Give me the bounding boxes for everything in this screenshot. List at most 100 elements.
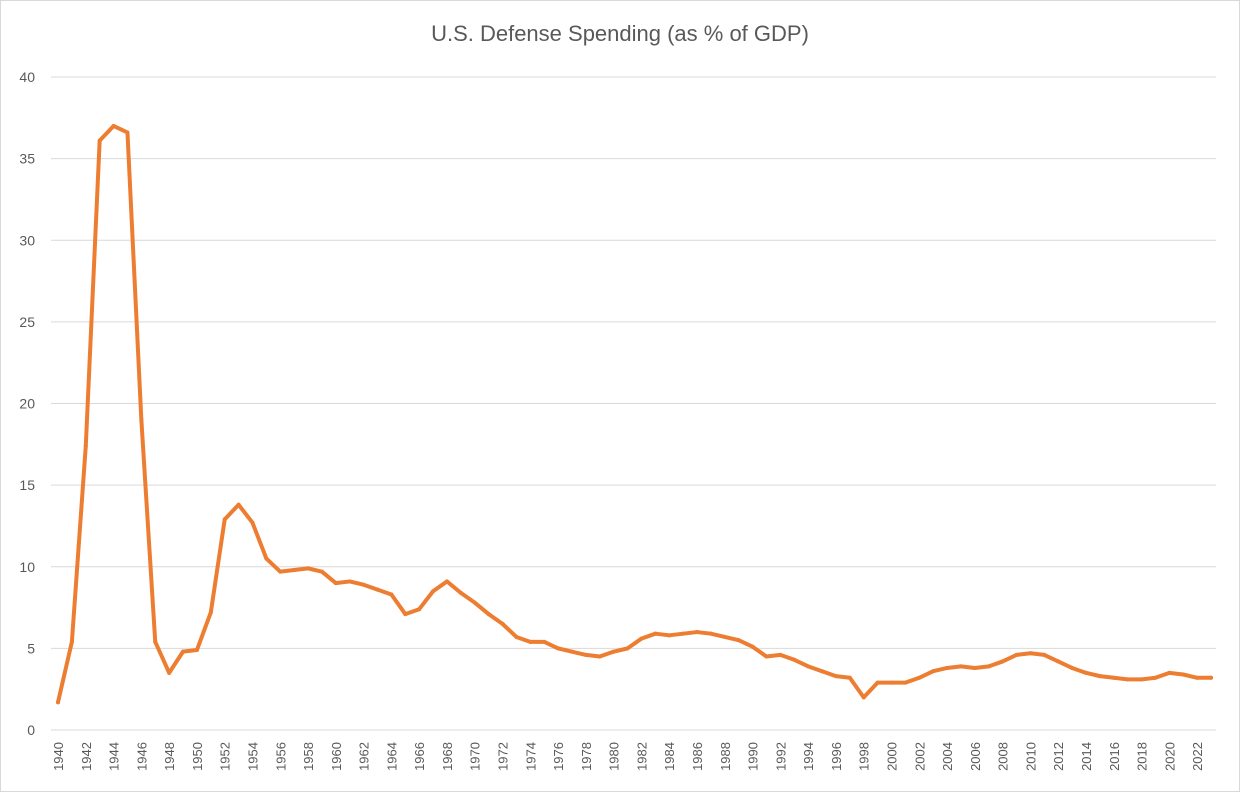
data-point <box>306 566 311 571</box>
data-point <box>222 517 227 522</box>
data-point <box>1111 675 1116 680</box>
x-tick-label: 1956 <box>273 742 288 771</box>
data-point <box>167 670 172 675</box>
data-point <box>861 695 866 700</box>
x-tick-label: 1950 <box>190 742 205 771</box>
data-point <box>486 612 491 617</box>
x-tick-label: 1998 <box>857 742 872 771</box>
data-point <box>681 631 686 636</box>
x-tick-label: 1996 <box>829 742 844 771</box>
data-point <box>153 639 158 644</box>
data-point <box>708 631 713 636</box>
data-point <box>1070 665 1075 670</box>
x-tick-label: 1962 <box>357 742 372 771</box>
data-point <box>111 123 116 128</box>
y-tick-label: 40 <box>19 69 35 85</box>
data-point <box>83 443 88 448</box>
data-point <box>972 665 977 670</box>
series-line-0 <box>56 123 1213 705</box>
x-tick-label: 1948 <box>162 742 177 771</box>
data-point <box>1125 677 1130 682</box>
data-point <box>472 600 477 605</box>
x-tick-label: 1940 <box>51 742 66 771</box>
data-point <box>986 664 991 669</box>
x-tick-label: 1958 <box>301 742 316 771</box>
data-point <box>1097 674 1102 679</box>
y-tick-label: 20 <box>19 396 35 412</box>
data-point <box>569 649 574 654</box>
data-point <box>903 680 908 685</box>
data-point <box>653 631 658 636</box>
data-point <box>194 648 199 653</box>
data-point <box>778 652 783 657</box>
x-tick-label: 2012 <box>1051 742 1066 771</box>
data-point <box>611 649 616 654</box>
x-tick-label: 2008 <box>996 742 1011 771</box>
x-tick-label: 2002 <box>912 742 927 771</box>
x-tick-label: 1986 <box>690 742 705 771</box>
x-axis-ticks: 1940 1942 1944 1946 1948 1950 1952 1954 1956 1958… <box>51 742 1205 771</box>
x-tick-label: 1980 <box>607 742 622 771</box>
data-point <box>1153 675 1158 680</box>
data-point <box>292 568 297 573</box>
data-point <box>1181 672 1186 677</box>
data-point <box>597 654 602 659</box>
data-point <box>958 664 963 669</box>
data-point <box>1209 675 1213 680</box>
series-layer <box>56 123 1213 705</box>
data-point <box>1028 651 1033 656</box>
data-point <box>820 669 825 674</box>
x-tick-label: 2010 <box>1023 742 1038 771</box>
data-point <box>458 590 463 595</box>
data-point <box>333 581 338 586</box>
x-tick-label: 2020 <box>1162 742 1177 771</box>
x-tick-label: 1942 <box>79 742 94 771</box>
data-point <box>542 639 547 644</box>
data-point <box>750 644 755 649</box>
x-tick-label: 1960 <box>329 742 344 771</box>
x-tick-label: 1982 <box>634 742 649 771</box>
y-axis-ticks: 0 5 10 15 20 25 30 35 40 <box>19 69 35 738</box>
data-point <box>556 646 561 651</box>
data-point <box>1195 675 1200 680</box>
data-point <box>931 669 936 674</box>
x-tick-label: 2000 <box>884 742 899 771</box>
data-point <box>667 633 672 638</box>
x-tick-label: 1944 <box>107 742 122 771</box>
data-point <box>1167 670 1172 675</box>
data-point <box>444 579 449 584</box>
x-tick-label: 1994 <box>801 742 816 771</box>
data-point <box>1042 652 1047 657</box>
x-tick-label: 2022 <box>1190 742 1205 771</box>
data-point <box>375 587 380 592</box>
data-point <box>695 630 700 635</box>
y-tick-label: 35 <box>19 151 35 167</box>
data-point <box>250 520 255 525</box>
y-tick-label: 15 <box>19 477 35 493</box>
data-point <box>347 579 352 584</box>
data-point <box>625 646 630 651</box>
y-tick-label: 0 <box>27 722 35 738</box>
data-point <box>264 556 269 561</box>
data-point <box>528 639 533 644</box>
data-point <box>583 652 588 657</box>
grid-lines <box>51 76 1216 731</box>
chart-title: U.S. Defense Spending (as % of GDP) <box>431 21 809 46</box>
data-point <box>56 700 60 705</box>
data-point <box>236 502 241 507</box>
x-tick-label: 1988 <box>718 742 733 771</box>
data-point <box>1056 659 1061 664</box>
data-point <box>500 621 505 626</box>
x-tick-label: 1964 <box>384 742 399 771</box>
y-tick-label: 25 <box>19 314 35 330</box>
x-tick-label: 1972 <box>496 742 511 771</box>
x-tick-label: 1990 <box>746 742 761 771</box>
data-point <box>125 130 130 135</box>
data-point <box>917 675 922 680</box>
y-tick-label: 10 <box>19 559 35 575</box>
x-tick-label: 1954 <box>245 742 260 771</box>
x-tick-label: 1984 <box>662 742 677 771</box>
data-point <box>139 417 144 422</box>
